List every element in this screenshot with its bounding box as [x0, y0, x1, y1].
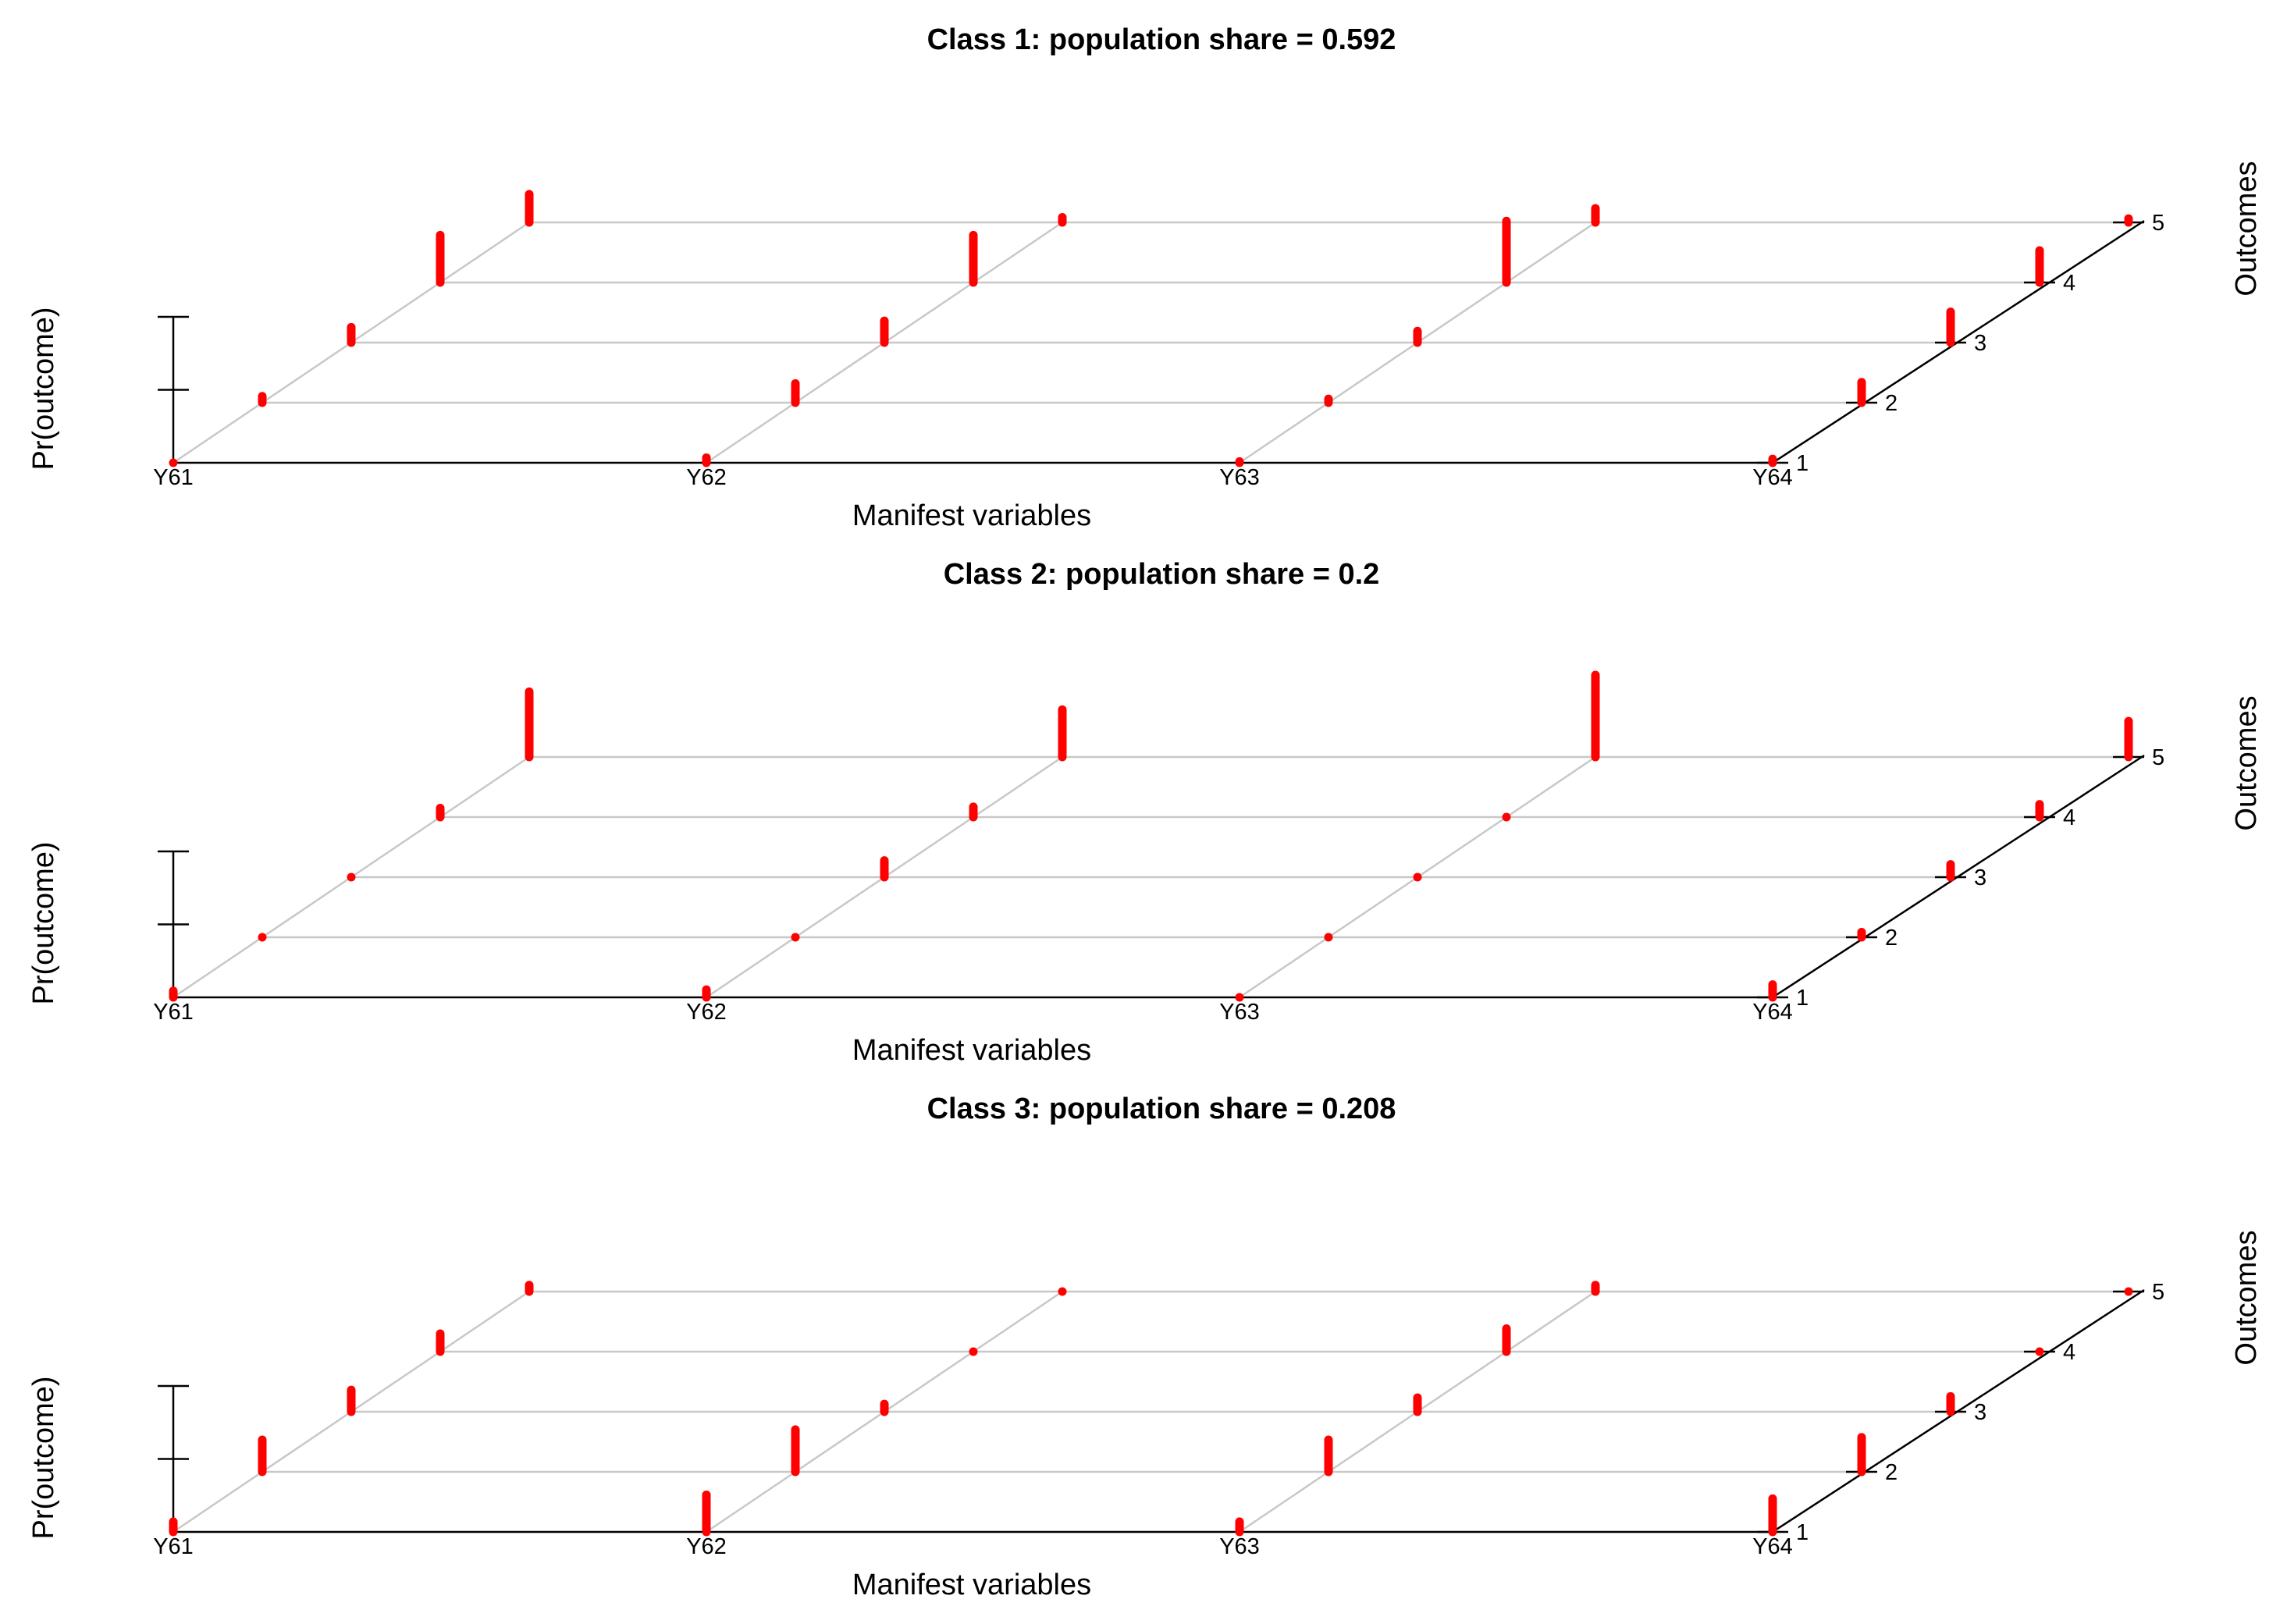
y-axis-label: Pr(outcome): [27, 841, 60, 1004]
variable-tick-label: Y63: [1219, 465, 1260, 490]
outcome-tick-label: 1: [1796, 986, 1809, 1011]
variable-tick-label: Y63: [1219, 1534, 1260, 1559]
variable-tick-label: Y61: [153, 465, 194, 490]
outcome-tick-label: 2: [1885, 1460, 1898, 1485]
outcome-tick-label: 2: [1885, 391, 1898, 416]
outcome-tick-label: 4: [2063, 1340, 2075, 1365]
variable-tick-label: Y61: [153, 1000, 194, 1025]
outcome-tick-label: 4: [2063, 271, 2075, 296]
outcome-tick-label: 1: [1796, 451, 1809, 476]
z-axis-label: Outcomes: [2230, 695, 2263, 830]
outcome-tick-label: 3: [1974, 865, 1986, 890]
z-axis-label: Outcomes: [2230, 1230, 2263, 1365]
z-axis-label: Outcomes: [2230, 161, 2263, 296]
variable-tick-label: Y61: [153, 1534, 194, 1559]
y-axis-label: Pr(outcome): [27, 1376, 60, 1539]
outcome-tick-label: 3: [1974, 1400, 1986, 1425]
panel-title: Class 3: population share = 0.208: [927, 1093, 1396, 1125]
variable-tick-label: Y63: [1219, 1000, 1260, 1025]
panel-title: Class 2: population share = 0.2: [944, 558, 1380, 591]
panel-title: Class 1: population share = 0.592: [927, 23, 1396, 56]
x-axis-label: Manifest variables: [852, 499, 1091, 532]
panel-class-2: Class 2: population share = 0.2 1 2 3 4 5 Y61 Y…: [27, 558, 2263, 1067]
variable-tick-label: Y62: [686, 1534, 727, 1559]
outcome-tick-label: 5: [2152, 745, 2164, 770]
outcome-tick-label: 4: [2063, 805, 2075, 830]
variable-tick-label: Y64: [1752, 1534, 1793, 1559]
outcome-tick-label: 1: [1796, 1520, 1809, 1545]
outcome-tick-label: 5: [2152, 1280, 2164, 1305]
variable-tick-label: Y62: [686, 1000, 727, 1025]
panel-class-3: Class 3: population share = 0.208 1 2 3 4 5 Y6…: [27, 1093, 2263, 1601]
variable-tick-label: Y62: [686, 465, 727, 490]
panel-class-1: Class 1: population share = 0.592 1 2 3 4 5 Y6…: [27, 23, 2263, 532]
x-axis-label: Manifest variables: [852, 1034, 1091, 1067]
variable-tick-label: Y64: [1752, 1000, 1793, 1025]
outcome-tick-label: 5: [2152, 211, 2164, 236]
outcome-tick-label: 3: [1974, 331, 1986, 356]
outcome-tick-label: 2: [1885, 926, 1898, 951]
x-axis-label: Manifest variables: [852, 1569, 1091, 1601]
y-axis-label: Pr(outcome): [27, 307, 60, 470]
variable-tick-label: Y64: [1752, 465, 1793, 490]
